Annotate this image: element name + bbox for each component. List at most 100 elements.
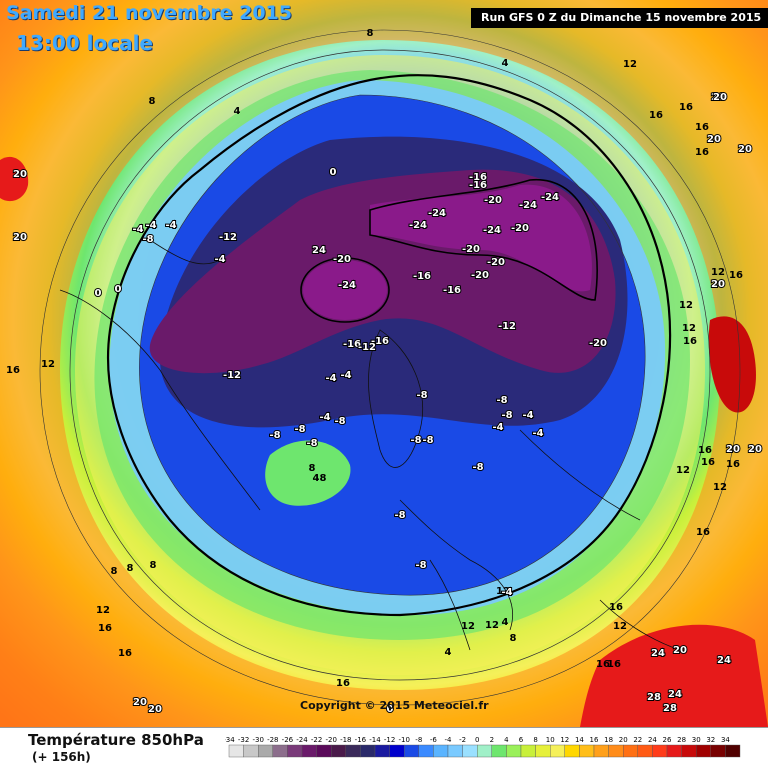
temperature-value-label: -4 (532, 428, 543, 439)
temperature-value-label: 8 (150, 560, 157, 571)
temperature-value-label: 8 (127, 563, 134, 574)
temperature-value-label: -4 (165, 220, 176, 231)
temperature-value-label: -20 (471, 270, 489, 281)
isotherm-2 (39, 29, 741, 706)
legend-swatch (433, 744, 449, 758)
temperature-value-label: 8 (149, 96, 156, 107)
legend-swatch (272, 744, 288, 758)
legend-tick-label: -14 (369, 736, 381, 744)
lead-time: (+ 156h) (32, 750, 91, 764)
legend-swatch (330, 744, 346, 758)
temperature-value-label: 12 (96, 605, 110, 616)
hot-spot-southeast (580, 624, 768, 727)
legend-swatch (389, 744, 405, 758)
temperature-value-label: 16 (607, 659, 621, 670)
legend-swatch (623, 744, 639, 758)
legend-tick-label: 14 (575, 736, 584, 744)
temperature-value-label: -24 (541, 192, 559, 203)
legend-tick-label: 10 (546, 736, 555, 744)
temperature-value-label: 16 (679, 102, 693, 113)
forecast-date: Samedi 21 novembre 2015 (6, 2, 292, 24)
temperature-value-label: 16 (695, 147, 709, 158)
temperature-value-label: -8 (269, 430, 280, 441)
temperature-value-label: -20 (511, 223, 529, 234)
legend-tick-label: 26 (663, 736, 672, 744)
temperature-map: -24 -20 -24 -24 -24 -20 -16 -16 -20 -24 -20 -24 -20-… (0, 0, 768, 727)
temperature-value-label: 12 (713, 482, 727, 493)
temperature-value-label: 16 (6, 365, 20, 376)
run-info: Run GFS 0 Z du Dimanche 15 novembre 2015 (471, 8, 768, 28)
temperature-value-label: 12 (711, 267, 725, 278)
temperature-value-label: -20 (589, 338, 607, 349)
minus-twenty-pocket (300, 257, 390, 323)
temperature-value-label: -24 (519, 200, 537, 211)
legend-swatch (579, 744, 595, 758)
temperature-value-label: 16 (336, 678, 350, 689)
temperature-value-label: -8 (142, 234, 153, 245)
temperature-value-label: -4 (319, 412, 330, 423)
legend-tick-label: 12 (560, 736, 569, 744)
legend-tick-label: 6 (519, 736, 524, 744)
temperature-value-label: 4 (502, 617, 509, 628)
temperature-value-label: -4 (501, 587, 512, 598)
legend-swatch (243, 744, 259, 758)
legend-swatch (506, 744, 522, 758)
legend-tick-label: 30 (692, 736, 701, 744)
legend-swatch (287, 744, 303, 758)
legend-tick-label: 2 (490, 736, 494, 744)
legend-swatch (491, 744, 507, 758)
legend-tick-label: 28 (677, 736, 686, 744)
isotherm-3 (139, 94, 646, 596)
legend-tick-label: -10 (398, 736, 409, 744)
temperature-value-label: -12 (223, 370, 241, 381)
temperature-value-label: 20 (673, 645, 687, 656)
temperature-value-label: 24 (717, 655, 731, 666)
legend-tick-label: 34 (721, 736, 730, 744)
temperature-value-label: 16 (726, 459, 740, 470)
temperature-value-label: -12 (498, 321, 516, 332)
legend-swatch (564, 744, 580, 758)
temperature-value-label: -16 (469, 180, 487, 191)
minus-twenty-isotherm (369, 179, 598, 301)
temperature-value-label: -8 (410, 435, 421, 446)
legend-swatch (258, 744, 274, 758)
hot-spot-east (708, 316, 756, 413)
footer-panel: Température 850hPa (+ 156h) -34-32-30-28… (0, 727, 768, 769)
temperature-value-label: -8 (422, 435, 433, 446)
temperature-value-label: 28 (647, 692, 661, 703)
temperature-value-label: -8 (394, 510, 405, 521)
temperature-value-label: -24 (428, 208, 446, 219)
legend-tick-label: -6 (430, 736, 438, 744)
temperature-value-label: 24 (668, 689, 682, 700)
temperature-value-label: 16 (729, 270, 743, 281)
legend-swatch (520, 744, 536, 758)
temperature-value-label: 20 (711, 92, 725, 103)
color-legend: -34-32-30-28-26-24-22-20-18-16-14-12-10-… (225, 736, 741, 758)
legend-tick-label: 8 (533, 736, 537, 744)
temperature-value-label: 12 (679, 300, 693, 311)
temperature-value-label: 12 (682, 323, 696, 334)
temperature-value-label: -8 (294, 424, 305, 435)
hudson-bay-patch (265, 440, 351, 506)
temperature-value-label: 12 (485, 620, 499, 631)
temperature-value-label: -20 (484, 195, 502, 206)
temperature-value-label: 8 (111, 566, 118, 577)
isotherm-1 (69, 49, 711, 681)
temperature-value-label: 24 (312, 245, 326, 256)
coastline-asia (519, 429, 681, 651)
temperature-value-label: 4 (313, 473, 320, 484)
coastline-europe (399, 499, 513, 651)
temperature-value-label: -4 (340, 370, 351, 381)
zero-isotherm (106, 74, 672, 617)
temperature-value-label: 16 (683, 336, 697, 347)
temperature-value-label: -4 (522, 410, 533, 421)
temperature-value-label: 16 (649, 110, 663, 121)
temperature-value-label: -24 (409, 220, 427, 231)
temperature-value-label: 4 (502, 58, 509, 69)
temperature-value-label: -12 (358, 342, 376, 353)
temperature-value-label: 12 (676, 465, 690, 476)
legend-tick-label: 32 (706, 736, 715, 744)
temperature-value-label: -20 (462, 244, 480, 255)
legend-tick-label: -24 (296, 736, 308, 744)
temperature-value-label: -20 (333, 254, 351, 265)
